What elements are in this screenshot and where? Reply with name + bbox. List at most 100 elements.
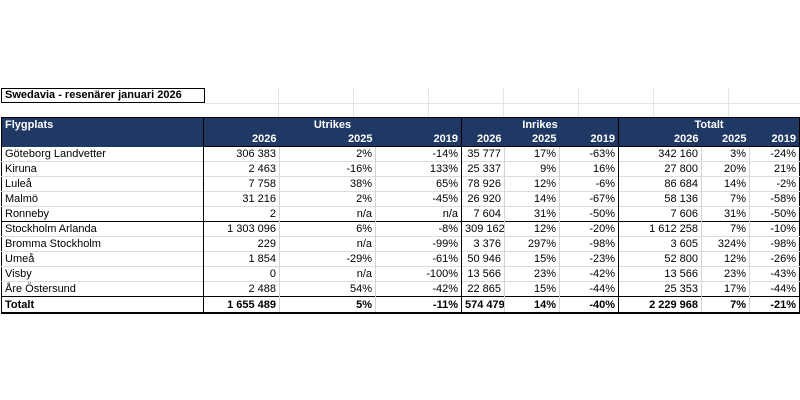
value-cell[interactable]: 86 684 bbox=[618, 176, 702, 192]
value-cell[interactable]: 23% bbox=[701, 266, 750, 282]
airport-name-cell[interactable]: Åre Östersund bbox=[1, 281, 204, 297]
value-cell[interactable]: -16% bbox=[279, 161, 376, 177]
value-cell[interactable]: -21% bbox=[748, 296, 800, 314]
value-cell[interactable]: 14% bbox=[504, 296, 560, 314]
year-header[interactable]: 2026 bbox=[203, 132, 280, 147]
value-cell[interactable]: 22 865 bbox=[461, 281, 505, 297]
value-cell[interactable]: 7 606 bbox=[618, 206, 702, 222]
value-cell[interactable]: -45% bbox=[375, 191, 462, 207]
value-cell[interactable]: 7% bbox=[701, 191, 750, 207]
airport-name-cell[interactable]: Kiruna bbox=[1, 161, 204, 177]
value-cell[interactable]: 12% bbox=[504, 221, 560, 237]
value-cell[interactable]: 3% bbox=[701, 146, 750, 162]
value-cell[interactable]: -58% bbox=[748, 191, 800, 207]
value-cell[interactable]: 306 383 bbox=[203, 146, 280, 162]
value-cell[interactable]: 2% bbox=[279, 191, 376, 207]
value-cell[interactable]: -2% bbox=[748, 176, 800, 192]
value-cell[interactable]: 15% bbox=[504, 251, 560, 267]
value-cell[interactable]: 16% bbox=[559, 161, 619, 177]
year-header[interactable]: 2019 bbox=[559, 132, 619, 147]
airport-name-cell[interactable]: Stockholm Arlanda bbox=[1, 221, 204, 237]
value-cell[interactable]: 5% bbox=[279, 296, 376, 314]
value-cell[interactable]: 27 800 bbox=[618, 161, 702, 177]
value-cell[interactable]: 133% bbox=[375, 161, 462, 177]
value-cell[interactable]: 50 946 bbox=[461, 251, 505, 267]
value-cell[interactable]: 38% bbox=[279, 176, 376, 192]
value-cell[interactable]: n/a bbox=[279, 236, 376, 252]
value-cell[interactable]: 14% bbox=[504, 191, 560, 207]
value-cell[interactable]: -24% bbox=[748, 146, 800, 162]
value-cell[interactable]: 1 854 bbox=[203, 251, 280, 267]
value-cell[interactable]: 31 216 bbox=[203, 191, 280, 207]
airport-name-cell[interactable]: Luleå bbox=[1, 176, 204, 192]
value-cell[interactable]: 2% bbox=[279, 146, 376, 162]
value-cell[interactable]: -14% bbox=[375, 146, 462, 162]
airport-name-cell[interactable]: Ronneby bbox=[1, 206, 204, 222]
value-cell[interactable]: -29% bbox=[279, 251, 376, 267]
year-header[interactable]: 2025 bbox=[279, 132, 376, 147]
value-cell[interactable]: -44% bbox=[748, 281, 800, 297]
value-cell[interactable]: -23% bbox=[559, 251, 619, 267]
value-cell[interactable]: -99% bbox=[375, 236, 462, 252]
value-cell[interactable]: -100% bbox=[375, 266, 462, 282]
year-header[interactable]: 2026 bbox=[618, 132, 702, 147]
value-cell[interactable]: 58 136 bbox=[618, 191, 702, 207]
value-cell[interactable]: n/a bbox=[375, 206, 462, 222]
airport-name-cell[interactable]: Totalt bbox=[1, 296, 204, 314]
value-cell[interactable]: 21% bbox=[748, 161, 800, 177]
airport-name-cell[interactable]: Malmö bbox=[1, 191, 204, 207]
value-cell[interactable]: -20% bbox=[559, 221, 619, 237]
value-cell[interactable]: 65% bbox=[375, 176, 462, 192]
value-cell[interactable]: 12% bbox=[701, 251, 750, 267]
value-cell[interactable]: 2 bbox=[203, 206, 280, 222]
value-cell[interactable]: 7% bbox=[701, 296, 750, 314]
value-cell[interactable]: -44% bbox=[559, 281, 619, 297]
value-cell[interactable]: -6% bbox=[559, 176, 619, 192]
value-cell[interactable]: 23% bbox=[504, 266, 560, 282]
value-cell[interactable]: 35 777 bbox=[461, 146, 505, 162]
value-cell[interactable]: 309 162 bbox=[461, 221, 505, 237]
value-cell[interactable]: 342 160 bbox=[618, 146, 702, 162]
value-cell[interactable]: 12% bbox=[504, 176, 560, 192]
year-header[interactable]: 2025 bbox=[701, 132, 750, 147]
value-cell[interactable]: 0 bbox=[203, 266, 280, 282]
value-cell[interactable]: 17% bbox=[504, 146, 560, 162]
value-cell[interactable]: 7 604 bbox=[461, 206, 505, 222]
value-cell[interactable]: -8% bbox=[375, 221, 462, 237]
group-header-inrikes[interactable]: Inrikes bbox=[461, 117, 619, 132]
value-cell[interactable]: 20% bbox=[701, 161, 750, 177]
value-cell[interactable]: -98% bbox=[559, 236, 619, 252]
value-cell[interactable]: 7 758 bbox=[203, 176, 280, 192]
value-cell[interactable]: 13 566 bbox=[461, 266, 505, 282]
value-cell[interactable]: 31% bbox=[701, 206, 750, 222]
value-cell[interactable]: -10% bbox=[748, 221, 800, 237]
value-cell[interactable]: -50% bbox=[748, 206, 800, 222]
year-header[interactable]: 2026 bbox=[461, 132, 505, 147]
value-cell[interactable]: 54% bbox=[279, 281, 376, 297]
value-cell[interactable]: 3 376 bbox=[461, 236, 505, 252]
value-cell[interactable]: -11% bbox=[375, 296, 462, 314]
value-cell[interactable]: 2 488 bbox=[203, 281, 280, 297]
value-cell[interactable]: -42% bbox=[375, 281, 462, 297]
value-cell[interactable]: 2 229 968 bbox=[618, 296, 702, 314]
value-cell[interactable]: 25 353 bbox=[618, 281, 702, 297]
value-cell[interactable]: -43% bbox=[748, 266, 800, 282]
value-cell[interactable]: 26 920 bbox=[461, 191, 505, 207]
year-header[interactable]: 2019 bbox=[375, 132, 462, 147]
airport-name-cell[interactable]: Umeå bbox=[1, 251, 204, 267]
value-cell[interactable]: -40% bbox=[559, 296, 619, 314]
value-cell[interactable]: 13 566 bbox=[618, 266, 702, 282]
value-cell[interactable]: 3 605 bbox=[618, 236, 702, 252]
year-header[interactable]: 2019 bbox=[749, 132, 800, 147]
value-cell[interactable]: -26% bbox=[748, 251, 800, 267]
value-cell[interactable]: 1 303 096 bbox=[203, 221, 280, 237]
airport-name-cell[interactable]: Bromma Stockholm bbox=[1, 236, 204, 252]
value-cell[interactable]: -42% bbox=[559, 266, 619, 282]
group-header-totalt[interactable]: Totalt bbox=[617, 117, 800, 132]
value-cell[interactable]: 17% bbox=[701, 281, 750, 297]
value-cell[interactable]: 574 479 bbox=[461, 296, 505, 314]
value-cell[interactable]: 78 926 bbox=[461, 176, 505, 192]
value-cell[interactable]: 1 612 258 bbox=[618, 221, 702, 237]
value-cell[interactable]: -63% bbox=[559, 146, 619, 162]
value-cell[interactable]: -98% bbox=[748, 236, 800, 252]
